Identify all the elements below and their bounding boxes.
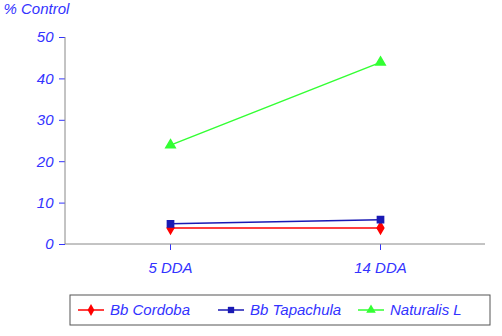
svg-text:40: 40 xyxy=(37,70,54,87)
svg-text:5 DDA: 5 DDA xyxy=(148,259,192,276)
svg-text:% Control: % Control xyxy=(4,0,71,17)
svg-text:50: 50 xyxy=(37,28,54,45)
svg-text:30: 30 xyxy=(37,111,54,128)
svg-text:Bb Tapachula: Bb Tapachula xyxy=(250,301,341,318)
svg-text:20: 20 xyxy=(36,153,54,170)
svg-text:Bb Cordoba: Bb Cordoba xyxy=(110,301,190,318)
svg-text:10: 10 xyxy=(37,194,54,211)
svg-text:14 DDA: 14 DDA xyxy=(354,259,407,276)
svg-text:Naturalis L: Naturalis L xyxy=(390,301,462,318)
svg-text:0: 0 xyxy=(45,235,54,252)
